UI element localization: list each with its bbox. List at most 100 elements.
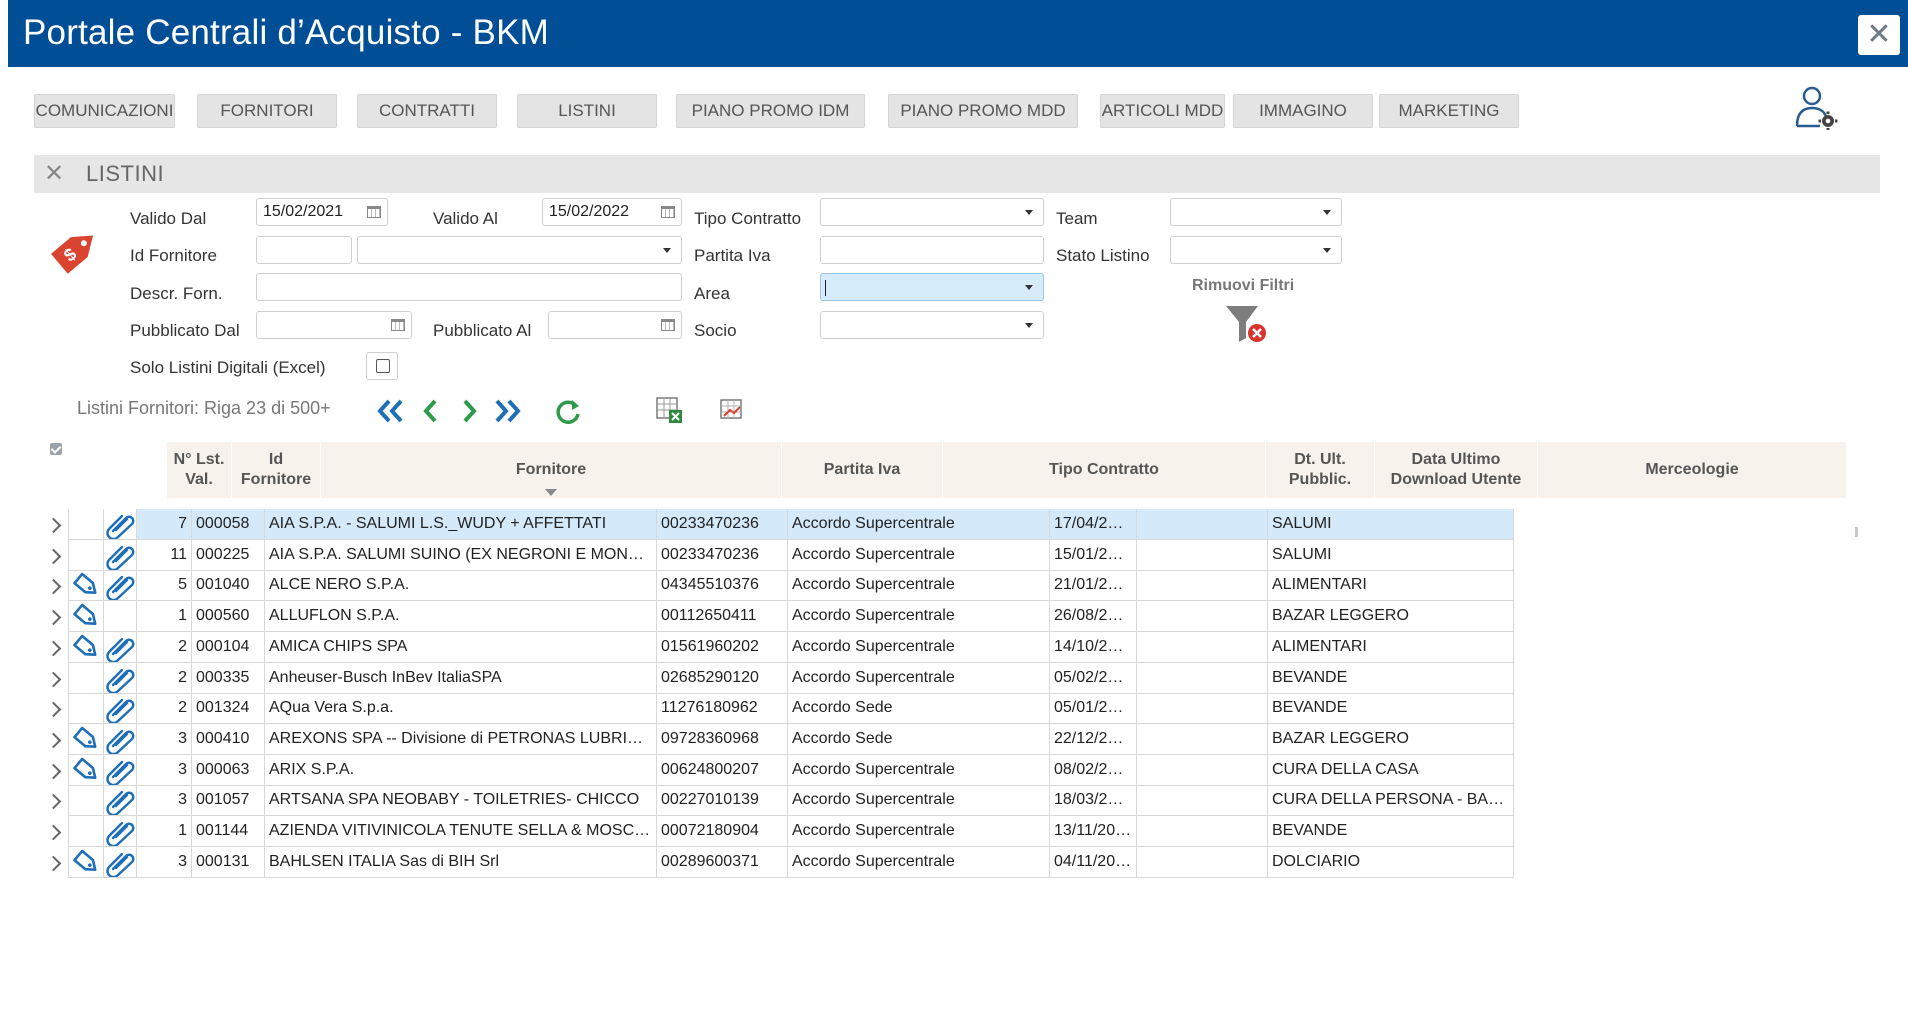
table-row[interactable]: 3 000131 BAHLSEN ITALIA Sas di BIH Srl 0028… <box>34 846 1846 884</box>
table-row[interactable]: 5 001040 ALCE NERO S.P.A. 04345510376 Accord… <box>34 570 1846 607</box>
close-section-icon[interactable]: ✕ <box>44 160 65 187</box>
team-select[interactable] <box>1170 198 1342 226</box>
remove-filter-icon[interactable] <box>1224 302 1270 344</box>
user-settings-icon[interactable] <box>1792 84 1838 130</box>
close-window-button[interactable]: ✕ <box>1858 15 1900 55</box>
paperclip-icon[interactable] <box>104 755 136 785</box>
rimuovi-filtri-label[interactable]: Rimuovi Filtri <box>1192 277 1295 294</box>
tag-icon[interactable] <box>71 632 101 662</box>
chevron-right-icon[interactable] <box>45 732 62 749</box>
table-row[interactable]: 2 001324 AQua Vera S.p.a. 11276180962 Accord… <box>34 693 1846 730</box>
table-row[interactable]: 1 001144 AZIENDA VITIVINICOLA TENUTE SELLA… <box>34 816 1846 853</box>
pubblicato-al-input[interactable] <box>548 311 682 339</box>
chevron-right-icon[interactable] <box>45 855 62 871</box>
calendar-icon[interactable] <box>661 206 675 218</box>
previous-page-icon[interactable] <box>420 398 440 424</box>
calendar-icon[interactable] <box>661 319 675 331</box>
valido-al-input[interactable]: 15/02/2022 <box>542 198 682 226</box>
paperclip-icon[interactable] <box>104 570 136 601</box>
chevron-right-icon[interactable] <box>45 609 62 626</box>
nav-listini[interactable]: LISTINI <box>517 94 657 128</box>
nav-piano-promo-idm[interactable]: PIANO PROMO IDM <box>676 94 865 128</box>
paperclip-icon[interactable] <box>104 816 136 846</box>
table-row[interactable]: 7 000058 AIA S.P.A. - SALUMI L.S._WUDY + A… <box>34 509 1846 546</box>
paperclip-icon[interactable] <box>104 724 136 754</box>
table-row[interactable]: 3 001057 ARTSANA SPA NEOBABY - TOILETRIES-… <box>34 785 1846 822</box>
chevron-right-icon[interactable] <box>45 517 62 534</box>
paperclip-icon[interactable] <box>104 847 136 877</box>
attachment-cell[interactable] <box>104 816 137 847</box>
tag-icon[interactable] <box>71 570 101 600</box>
tag-cell[interactable] <box>68 509 104 540</box>
nav-immagino[interactable]: IMMAGINO <box>1233 94 1373 128</box>
id-fornitore-input[interactable] <box>256 236 352 264</box>
table-row[interactable]: 1 000560 ALLUFLON S.P.A. 00112650411 Accordo… <box>34 601 1846 638</box>
attachment-cell[interactable] <box>104 846 137 878</box>
attachment-cell[interactable] <box>104 693 137 725</box>
table-row[interactable]: 3 000410 AREXONS SPA -- Divisione di PETRO… <box>34 723 1846 761</box>
table-row[interactable]: 2 000104 AMICA CHIPS SPA 01561960202 Accordo… <box>34 631 1846 669</box>
tag-cell[interactable] <box>68 846 104 878</box>
attachment-cell[interactable] <box>104 601 137 633</box>
solo-digitali-checkbox[interactable] <box>366 352 398 380</box>
stato-listino-select[interactable] <box>1170 236 1342 264</box>
refresh-icon[interactable] <box>553 398 583 424</box>
partita-iva-input[interactable] <box>820 236 1044 264</box>
nav-articoli-mdd[interactable]: ARTICOLI MDD <box>1100 94 1225 128</box>
tag-icon[interactable] <box>71 724 101 754</box>
chevron-right-icon[interactable] <box>45 579 62 595</box>
table-row[interactable]: 3 000063 ARIX S.P.A. 00624800207 Accordo Sup… <box>34 754 1846 792</box>
chevron-right-icon[interactable] <box>45 794 62 810</box>
tag-icon[interactable] <box>71 847 101 877</box>
attachment-cell[interactable] <box>104 631 137 663</box>
chevron-right-icon[interactable] <box>45 671 62 687</box>
attachment-cell[interactable] <box>104 509 137 540</box>
tag-cell[interactable] <box>68 723 104 755</box>
tag-cell[interactable] <box>68 816 104 847</box>
export-image-icon[interactable] <box>718 396 746 424</box>
tag-icon[interactable] <box>71 601 101 631</box>
first-page-icon[interactable] <box>376 398 406 424</box>
nav-marketing[interactable]: MARKETING <box>1379 94 1519 128</box>
paperclip-icon[interactable] <box>104 785 136 816</box>
scrollbar[interactable] <box>1855 527 1858 537</box>
table-row[interactable]: 11 000225 AIA S.P.A. SALUMI SUINO (EX NEGR… <box>34 539 1846 577</box>
chevron-right-icon[interactable] <box>45 763 62 779</box>
select-all-checkbox[interactable] <box>50 443 62 455</box>
nav-fornitori[interactable]: FORNITORI <box>197 94 337 128</box>
chevron-right-icon[interactable] <box>45 701 62 718</box>
tag-cell[interactable] <box>68 754 104 786</box>
paperclip-icon[interactable] <box>104 632 136 662</box>
paperclip-icon[interactable] <box>104 663 136 693</box>
nav-contratti[interactable]: CONTRATTI <box>357 94 497 128</box>
paperclip-icon[interactable] <box>104 540 136 570</box>
col-id-fornitore[interactable]: Id Fornitore <box>232 442 320 498</box>
area-select[interactable] <box>820 273 1044 301</box>
attachment-cell[interactable] <box>104 754 137 786</box>
col-data-ultimo-download[interactable]: Data Ultimo Download Utente <box>1375 442 1537 498</box>
pubblicato-dal-input[interactable] <box>256 311 412 339</box>
tipo-contratto-select[interactable] <box>820 198 1044 226</box>
col-tipo-contratto[interactable]: Tipo Contratto <box>943 442 1265 498</box>
col-merceologie[interactable]: Merceologie <box>1538 442 1846 498</box>
fornitore-select[interactable] <box>357 236 682 264</box>
tag-cell[interactable] <box>68 570 104 602</box>
attachment-cell[interactable] <box>104 723 137 755</box>
next-page-icon[interactable] <box>460 398 480 424</box>
paperclip-icon[interactable] <box>104 509 136 539</box>
tag-cell[interactable] <box>68 693 104 725</box>
tag-cell[interactable] <box>68 785 104 817</box>
col-fornitore[interactable]: Fornitore <box>321 442 781 498</box>
tag-cell[interactable] <box>68 601 104 633</box>
attachment-cell[interactable] <box>104 785 137 817</box>
attachment-cell[interactable] <box>104 539 137 571</box>
col-n-lst[interactable]: N° Lst. Val. <box>167 442 231 498</box>
last-page-icon[interactable] <box>492 398 522 424</box>
calendar-icon[interactable] <box>367 206 381 218</box>
chevron-right-icon[interactable] <box>45 640 62 657</box>
paperclip-icon[interactable] <box>104 693 136 724</box>
export-excel-icon[interactable] <box>655 396 683 424</box>
descr-forn-input[interactable] <box>256 273 682 301</box>
table-row[interactable]: 2 000335 Anheuser-Busch InBev ItaliaSPA 026… <box>34 662 1846 700</box>
attachment-cell[interactable] <box>104 570 137 602</box>
